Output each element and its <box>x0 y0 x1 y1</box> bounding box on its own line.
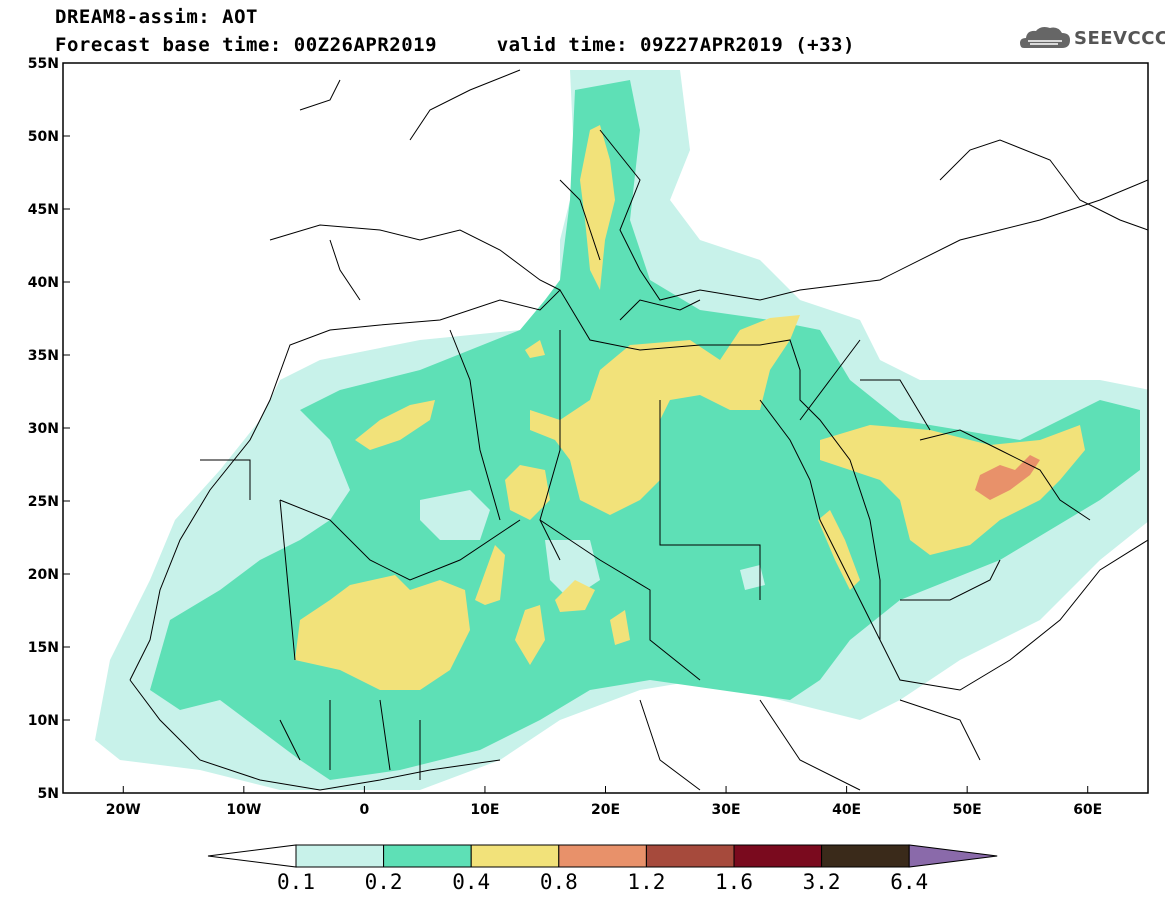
y-tick-label: 15N <box>28 640 59 656</box>
legend-level-label: 1.2 <box>627 870 666 894</box>
legend-level-label: 6.4 <box>890 870 929 894</box>
x-tick-label: 50E <box>953 802 982 818</box>
x-tick-label: 10E <box>470 802 499 818</box>
forecast-time-line: Forecast base time: 00Z26APR2019 valid t… <box>55 34 855 56</box>
colorbar-segment <box>558 844 647 868</box>
x-tick-label: 30E <box>712 802 741 818</box>
aot-field <box>95 70 1148 790</box>
coastlines <box>129 69 1148 791</box>
colorbar-segment <box>645 844 735 868</box>
legend-level-label: 3.2 <box>802 870 841 894</box>
x-tick-label: 20W <box>106 802 141 818</box>
legend-colorbar <box>207 844 998 868</box>
colorbar-segment <box>733 844 823 868</box>
legend-level-label: 0.2 <box>364 870 403 894</box>
axis-ticks <box>63 62 1089 794</box>
logo-text: SEEVCCC <box>1074 28 1165 49</box>
x-tick-label: 20E <box>591 802 620 818</box>
colorbar-segment <box>470 844 560 868</box>
y-tick-label: 10N <box>28 713 59 729</box>
aot-hole <box>420 490 765 600</box>
x-tick-label: 0 <box>360 802 370 818</box>
y-tick-label: 5N <box>38 786 59 802</box>
y-tick-label: 25N <box>28 494 59 510</box>
colorbar-segment <box>383 844 472 868</box>
aot-level-0.8 <box>975 455 1040 500</box>
x-tick-label: 10W <box>226 802 261 818</box>
y-tick-label: 30N <box>28 421 59 437</box>
legend-level-label: 0.4 <box>452 870 491 894</box>
legend-level-label: 0.8 <box>539 870 578 894</box>
y-tick-label: 35N <box>28 348 59 364</box>
y-tick-label: 50N <box>28 129 59 145</box>
colorbar-segment <box>821 844 910 868</box>
y-tick-label: 20N <box>28 567 59 583</box>
legend-level-label: 0.1 <box>277 870 315 894</box>
legend-level-label: 1.6 <box>715 870 753 894</box>
colorbar-segment <box>295 844 385 868</box>
axis-tick-labels: 20W 10W 0 10E 20E 30E 40E 50E 60E 55N 50N 45N 40N 35N… <box>28 56 1102 818</box>
cloud-icon <box>1020 27 1070 48</box>
aot-level-0.4 <box>295 125 1085 690</box>
y-tick-label: 55N <box>28 56 59 72</box>
x-tick-label: 40E <box>832 802 861 818</box>
y-tick-label: 40N <box>28 275 59 291</box>
y-tick-label: 45N <box>28 202 59 218</box>
colorbar-over-triangle <box>908 844 998 868</box>
colorbar-under-triangle <box>207 844 297 868</box>
x-tick-label: 60E <box>1073 802 1102 818</box>
map-title: DREAM8-assim: AOT <box>55 6 258 28</box>
